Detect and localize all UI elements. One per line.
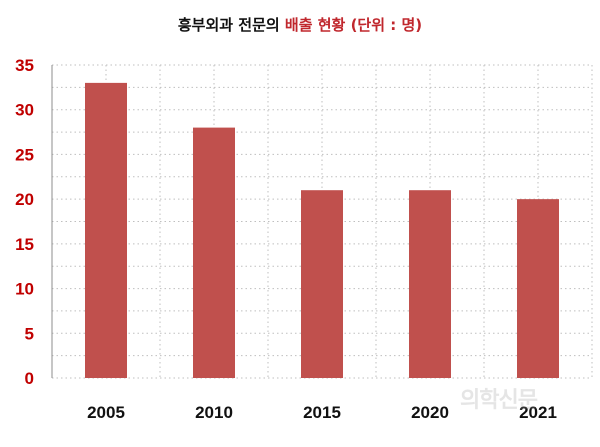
x-axis-ticks: 2005 2010 2015 2020 2021	[87, 403, 557, 422]
chart-title-highlight: 배출 현황 (단위 : 명)	[284, 16, 423, 34]
bar-2021	[517, 199, 559, 378]
x-tick-label: 2015	[303, 403, 341, 422]
y-tick-label: 5	[25, 324, 34, 343]
y-tick-label: 25	[15, 145, 34, 164]
y-tick-label: 0	[25, 369, 34, 388]
bars	[85, 82, 559, 378]
x-tick-label: 2021	[519, 403, 557, 422]
y-tick-label: 10	[15, 280, 34, 299]
bar-2005	[85, 82, 127, 378]
y-tick-label: 35	[15, 56, 34, 75]
y-axis-ticks: 0 5 10 15 20 25 30 35	[15, 56, 34, 388]
y-tick-label: 20	[15, 190, 34, 209]
x-tick-label: 2005	[87, 403, 125, 422]
bar-2015	[301, 190, 343, 378]
x-tick-label: 2020	[411, 403, 449, 422]
y-tick-label: 15	[15, 235, 34, 254]
chart-title-main: 흥부외과 전문의	[177, 16, 285, 34]
chart-title: 흥부외과 전문의 배출 현황 (단위 : 명)	[0, 14, 600, 35]
bar-2010	[193, 127, 235, 378]
y-tick-label: 30	[15, 101, 34, 120]
watermark: 의학신문	[460, 388, 538, 413]
bar-2020	[409, 190, 451, 378]
x-tick-label: 2010	[195, 403, 233, 422]
grid-lines	[51, 64, 593, 379]
